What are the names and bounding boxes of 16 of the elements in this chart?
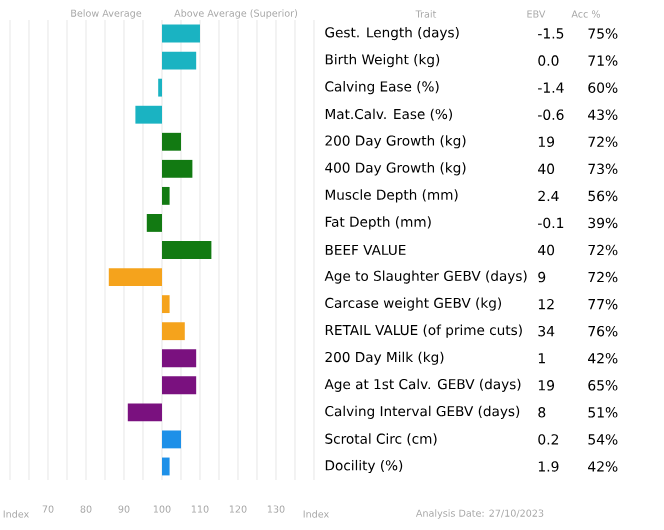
bar [161,322,185,341]
bar [161,159,193,178]
bar [161,241,212,259]
bar [161,376,197,395]
bar [161,295,170,314]
bar [135,105,162,124]
bar [161,186,170,205]
bar [161,349,197,368]
bar [161,457,170,476]
bar [161,132,181,151]
bar [161,24,200,43]
bar [127,403,162,422]
bar [161,430,181,449]
bar [108,268,162,286]
bar [161,51,197,70]
bar [146,214,162,232]
